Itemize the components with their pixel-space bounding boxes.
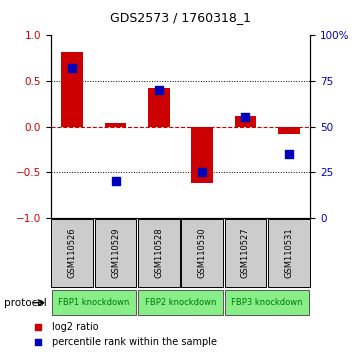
Text: GSM110531: GSM110531 [284, 228, 293, 279]
Text: GSM110527: GSM110527 [241, 228, 250, 279]
Text: GSM110529: GSM110529 [111, 228, 120, 278]
Text: FBP2 knockdown: FBP2 knockdown [145, 298, 216, 307]
Bar [51, 219, 93, 287]
Point [35, 324, 41, 329]
Bar [148, 88, 170, 127]
Bar [52, 290, 136, 315]
Text: protocol: protocol [4, 298, 46, 308]
Text: percentile rank within the sample: percentile rank within the sample [52, 337, 217, 348]
Bar [181, 219, 223, 287]
Point [113, 178, 118, 184]
Bar [268, 219, 310, 287]
Bar [191, 127, 213, 183]
Point [35, 340, 41, 346]
Text: FBP1 knockdown: FBP1 knockdown [58, 298, 130, 307]
Point [199, 169, 205, 175]
Point [156, 87, 162, 93]
Text: GSM110530: GSM110530 [198, 228, 206, 279]
Text: GDS2573 / 1760318_1: GDS2573 / 1760318_1 [110, 11, 251, 24]
Bar [139, 290, 222, 315]
Text: log2 ratio: log2 ratio [52, 321, 99, 332]
Bar [235, 116, 256, 127]
Bar [95, 219, 136, 287]
Bar [61, 52, 83, 127]
Bar [278, 127, 300, 134]
Text: GSM110528: GSM110528 [155, 228, 163, 279]
Point [243, 115, 248, 120]
Bar [138, 219, 180, 287]
Text: GSM110526: GSM110526 [68, 228, 77, 279]
Bar [225, 219, 266, 287]
Bar [225, 290, 309, 315]
Point [69, 65, 75, 71]
Bar [105, 123, 126, 127]
Text: FBP3 knockdown: FBP3 knockdown [231, 298, 303, 307]
Point [286, 151, 292, 157]
